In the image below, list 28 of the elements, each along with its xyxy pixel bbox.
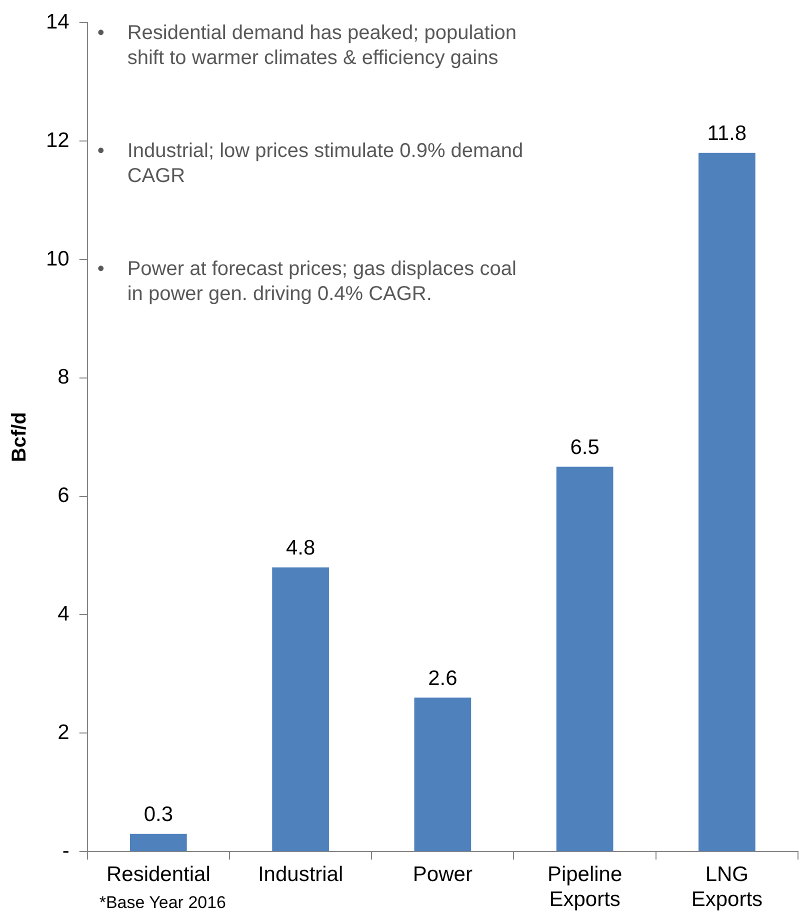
bar <box>414 698 472 852</box>
data-label: 11.8 <box>707 122 747 146</box>
y-axis-title: Bcf/d <box>8 412 31 462</box>
x-tick-label: Residential <box>106 862 210 886</box>
data-label: 6.5 <box>570 436 600 460</box>
x-tick-label: Pipeline Exports <box>547 862 622 912</box>
bar <box>698 152 756 852</box>
y-tick-label: 14 <box>46 10 70 34</box>
y-tick-label: 4 <box>58 602 70 626</box>
y-tick-label: 12 <box>46 128 70 152</box>
y-tick-label: - <box>62 839 70 862</box>
annotation: • Power at forecast prices; gas displaces coal in power gen. driving 0.4% CAGR. <box>97 257 518 308</box>
x-tick-label: LNG Exports <box>691 862 763 912</box>
y-tick-label: 2 <box>58 720 70 744</box>
bar <box>556 466 614 852</box>
data-label: 2.6 <box>428 666 458 690</box>
text: *Base Year 2016 <box>99 893 226 913</box>
x-tick-label: Power <box>412 862 472 886</box>
y-tick-label: 8 <box>58 366 70 389</box>
annotation: • Industrial; low prices stimulate 0.9% demand CAGR <box>97 139 524 190</box>
data-label: 4.8 <box>286 536 316 560</box>
y-tick-label: 10 <box>46 247 70 270</box>
data-label: 0.3 <box>144 803 174 826</box>
x-tick-label: Industrial <box>258 862 344 886</box>
bar <box>130 834 187 852</box>
annotation: • Residential demand has peaked; population shift to warmer climates & efficiency gains <box>97 20 518 71</box>
y-tick-label: 6 <box>58 484 70 508</box>
bar <box>272 567 329 852</box>
